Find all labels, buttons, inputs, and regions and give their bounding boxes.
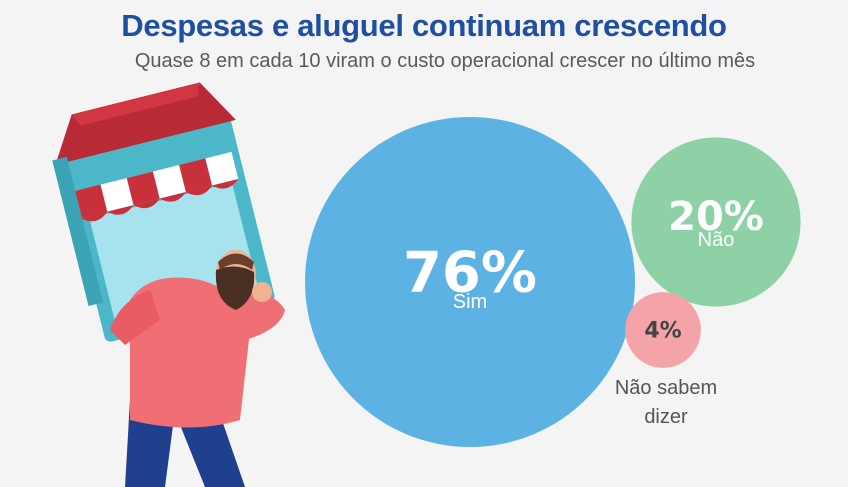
bubble-value-label-1: 20% bbox=[668, 194, 764, 240]
bubble-1 bbox=[631, 137, 801, 307]
page-title: Despesas e aluguel continuam crescendo bbox=[121, 8, 727, 43]
bubble-value-label-0: 76% bbox=[403, 241, 537, 306]
bubble-value-label-2: 4% bbox=[644, 319, 681, 344]
bubble-2 bbox=[625, 292, 701, 368]
bubble-name-label-1: Não bbox=[698, 229, 735, 251]
bubble-name-label-0: Sim bbox=[453, 291, 487, 313]
bubble-0 bbox=[305, 117, 635, 447]
page-subtitle: Quase 8 em cada 10 viram o custo operaci… bbox=[134, 50, 756, 72]
bubble-name-label-2: Não sabem dizer bbox=[615, 377, 717, 428]
